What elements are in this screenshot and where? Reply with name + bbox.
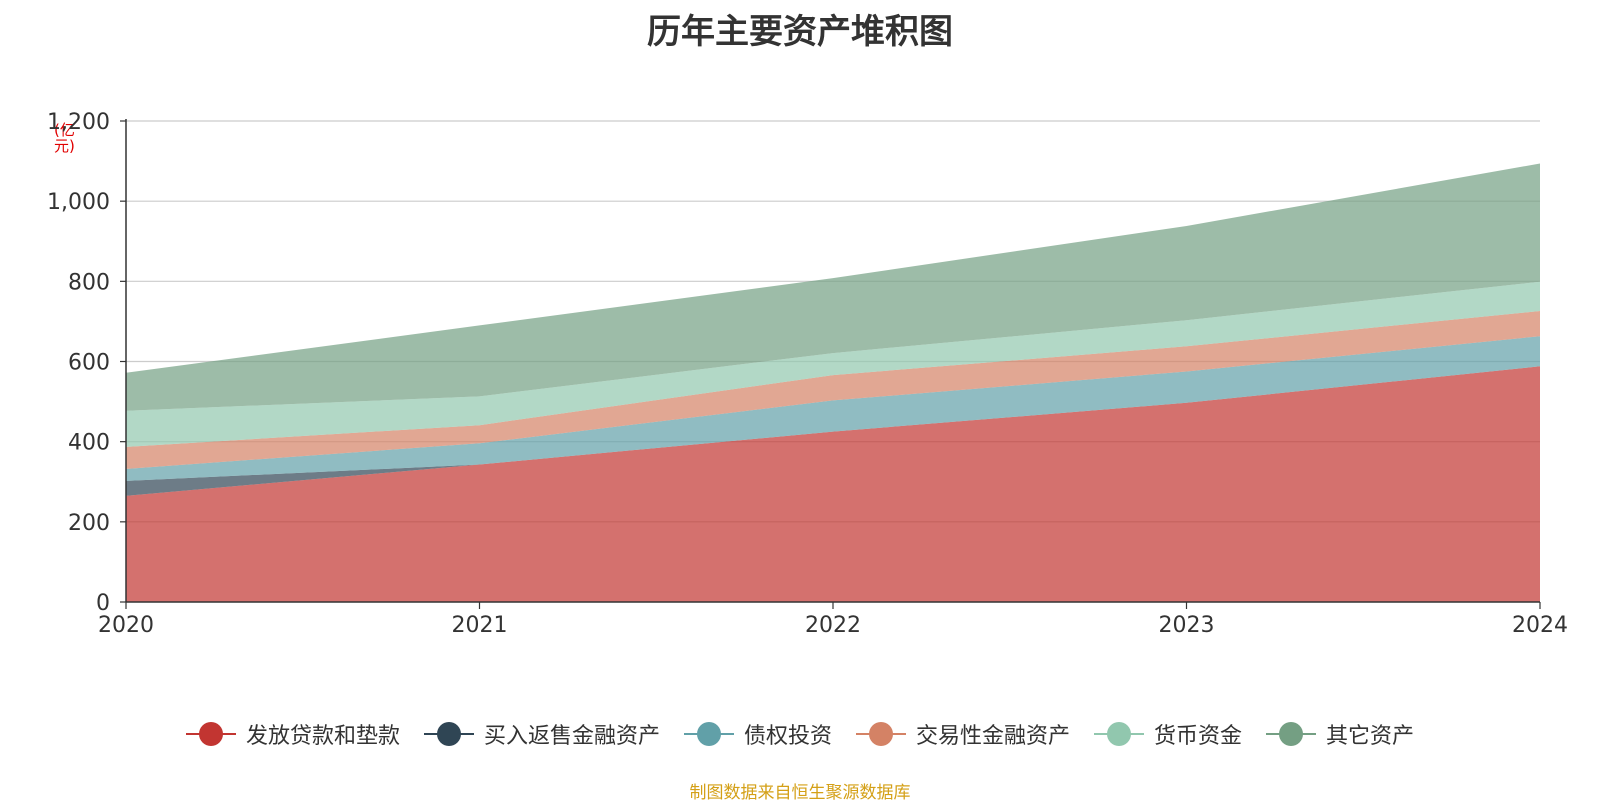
area-其它资产 (126, 163, 1540, 411)
x-tick-label: 2021 (452, 613, 508, 638)
legend-marker-icon (683, 722, 734, 746)
data-source-note: 制图数据来自恒生聚源数据库 (689, 783, 911, 803)
x-tick-label: 2024 (1512, 613, 1568, 638)
legend-label: 货币资金 (1154, 724, 1243, 749)
legend-label: 买入返售金融资产 (483, 724, 660, 749)
legend-label: 其它资产 (1326, 724, 1415, 749)
legend-item[interactable]: 货币资金 (1094, 718, 1242, 750)
axes (120, 119, 1541, 609)
x-tick-label: 2023 (1159, 613, 1215, 638)
area-series (126, 163, 1540, 602)
legend-label: 债权投资 (743, 724, 832, 749)
legend-item[interactable]: 发放贷款和垫款 (185, 718, 400, 750)
legend-marker-icon (1266, 722, 1317, 746)
legend-item[interactable]: 买入返售金融资产 (423, 718, 660, 750)
legend-marker-icon (185, 722, 236, 746)
y-axis-unit: (亿元) (54, 121, 75, 155)
legend-item[interactable]: 其它资产 (1266, 718, 1414, 750)
legend-label: 交易性金融资产 (916, 724, 1071, 749)
area-债权投资 (126, 336, 1540, 481)
y-tick-label: 200 (68, 511, 110, 536)
legend-marker-icon (856, 722, 906, 746)
y-tick-label: 1,200 (47, 110, 110, 135)
area-货币资金 (126, 281, 1540, 447)
legend-item[interactable]: 交易性金融资产 (856, 718, 1070, 750)
y-tick-label: 600 (68, 351, 110, 376)
chart-title: 历年主要资产堆积图 (647, 12, 953, 52)
legend-marker-icon (1094, 722, 1145, 746)
x-tick-labels: 2020 2021 2022 2023 2024 (98, 613, 1568, 638)
x-tick-label: 2022 (805, 613, 861, 638)
y-tick-label: 0 (96, 591, 110, 616)
legend-item[interactable]: 债权投资 (683, 718, 832, 750)
area-交易性金融资产 (126, 311, 1540, 469)
y-tick-label: 800 (68, 270, 110, 295)
x-tick-label: 2020 (98, 613, 154, 638)
legend-label: 发放贷款和垫款 (245, 724, 400, 749)
area-买入返售金融资产 (126, 366, 1540, 496)
legend: 发放贷款和垫款 买入返售金融资产 债权投资 交易性金融资产 货币资金 其它资产 (0, 718, 1600, 750)
y-tick-label: 400 (68, 431, 110, 456)
y-tick-label: 1,000 (47, 190, 110, 215)
y-tick-labels: 0 200 400 600 800 1,000 1,200 (47, 110, 110, 616)
area-发放贷款和垫款 (126, 366, 1540, 602)
legend-marker-icon (423, 722, 474, 746)
